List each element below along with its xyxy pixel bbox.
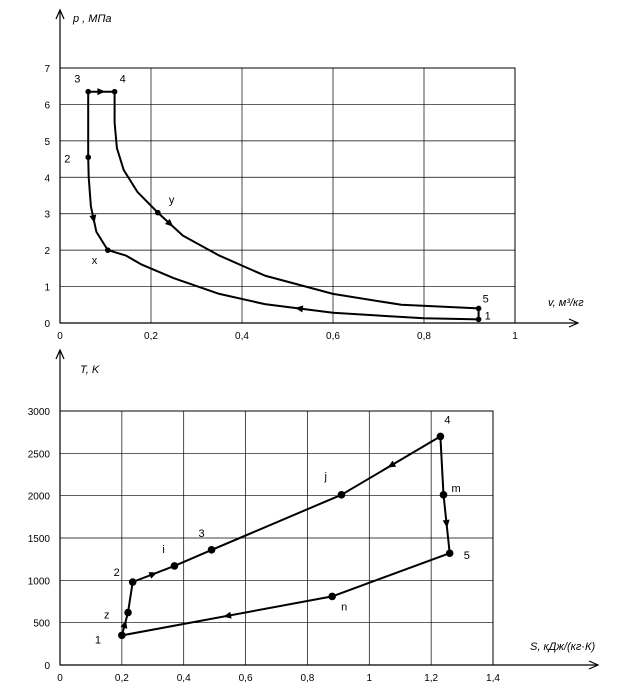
y-axis-title: T, K — [80, 364, 100, 376]
state-point — [170, 562, 179, 570]
state-point — [445, 549, 454, 558]
x-tick-label: 0,6 — [239, 673, 253, 684]
y-axis-title: p , МПа — [72, 13, 112, 25]
y-tick-label: 1500 — [28, 534, 51, 545]
y-tick-label: 1000 — [28, 576, 51, 587]
y-tick-label: 0 — [44, 319, 50, 330]
state-point-label: y — [169, 195, 175, 207]
x-axis-arrow-icon — [568, 318, 580, 328]
state-point — [436, 432, 445, 441]
direction-arrow-icon — [148, 572, 158, 579]
y-tick-label: 3 — [44, 210, 50, 221]
cycle-curve — [120, 435, 451, 637]
y-tick-label: 2000 — [28, 492, 51, 503]
y-tick-label: 0 — [44, 661, 50, 672]
state-point-label: i — [162, 544, 164, 556]
state-point-label: 5 — [483, 293, 489, 305]
state-point-label: 1 — [95, 634, 101, 646]
y-tick-label: 4 — [44, 173, 50, 184]
state-point-label: 3 — [74, 74, 80, 86]
state-point — [104, 247, 111, 253]
x-tick-label: 0,2 — [144, 331, 158, 342]
pv-diagram: p , МПа v, м³/кг 0 0,2 0,4 0,6 0,8 1 0 1 2 3 4 5 6 7 1… — [44, 8, 584, 342]
y-tick-label: 1 — [44, 283, 50, 294]
x-axis-arrow-icon — [588, 660, 600, 670]
x-tick-label: 0,2 — [115, 673, 129, 684]
direction-arrow-icon — [223, 611, 232, 619]
state-point — [439, 491, 448, 499]
x-tick-label: 0 — [57, 331, 63, 342]
state-point-label: m — [452, 483, 461, 495]
y-tick-label: 2500 — [28, 449, 51, 460]
direction-arrow-icon — [442, 519, 450, 529]
state-point — [128, 578, 137, 586]
direction-arrow-icon — [294, 305, 304, 313]
state-point — [85, 154, 92, 161]
state-point-label: 3 — [199, 528, 205, 540]
y-tick-label: 5 — [44, 137, 50, 148]
x-tick-label: 0,6 — [326, 331, 340, 342]
x-tick-label: 0 — [57, 673, 63, 684]
state-point-label: 4 — [120, 74, 126, 86]
state-point — [207, 546, 216, 554]
y-tick-label: 7 — [44, 64, 50, 75]
state-point — [124, 608, 132, 617]
state-point-label: 5 — [464, 550, 470, 562]
x-tick-label: 0,8 — [417, 331, 431, 342]
direction-arrow-icon — [120, 620, 128, 629]
x-axis-title: v, м³/кг — [548, 297, 584, 309]
state-point — [111, 88, 118, 95]
x-tick-label: 1 — [512, 331, 518, 342]
state-point — [85, 88, 92, 95]
state-point — [118, 631, 126, 640]
state-point-label: x — [92, 255, 98, 267]
state-point — [337, 491, 346, 499]
cycle-curve — [87, 90, 480, 321]
ts-diagram: T, K S, кДж/(кг·К) 0 0,2 0,4 0,6 0,8 1 1,2 1,4 0… — [28, 348, 600, 684]
direction-arrow-icon — [89, 214, 97, 224]
state-point — [328, 592, 336, 601]
x-tick-label: 1,2 — [424, 673, 438, 684]
y-tick-label: 500 — [33, 619, 50, 630]
y-axis-arrow-icon — [55, 348, 65, 360]
x-tick-label: 1,4 — [486, 673, 500, 684]
state-point-label: z — [104, 610, 110, 622]
state-point-label: 2 — [64, 153, 70, 165]
state-point — [475, 316, 482, 323]
direction-arrow-icon — [97, 88, 106, 96]
state-point-label: 1 — [485, 310, 491, 322]
y-tick-label: 2 — [44, 246, 50, 257]
direction-arrow-icon — [165, 218, 174, 227]
direction-arrow-icon — [387, 460, 397, 468]
x-axis-title: S, кДж/(кг·К) — [530, 641, 595, 653]
plot-frame — [59, 67, 516, 324]
state-point-label: n — [341, 601, 347, 613]
x-tick-label: 0,4 — [235, 331, 249, 342]
state-point — [155, 209, 161, 216]
y-axis-arrow-icon — [55, 8, 65, 20]
x-tick-label: 0,8 — [300, 673, 314, 684]
state-point-label: 4 — [444, 414, 450, 426]
y-tick-label: 3000 — [28, 407, 51, 418]
x-tick-label: 0,4 — [177, 673, 191, 684]
state-point-label: 2 — [114, 567, 120, 579]
x-tick-label: 1 — [367, 673, 373, 684]
state-point — [475, 305, 482, 312]
state-point-label: j — [323, 471, 326, 483]
y-tick-label: 6 — [44, 100, 50, 111]
